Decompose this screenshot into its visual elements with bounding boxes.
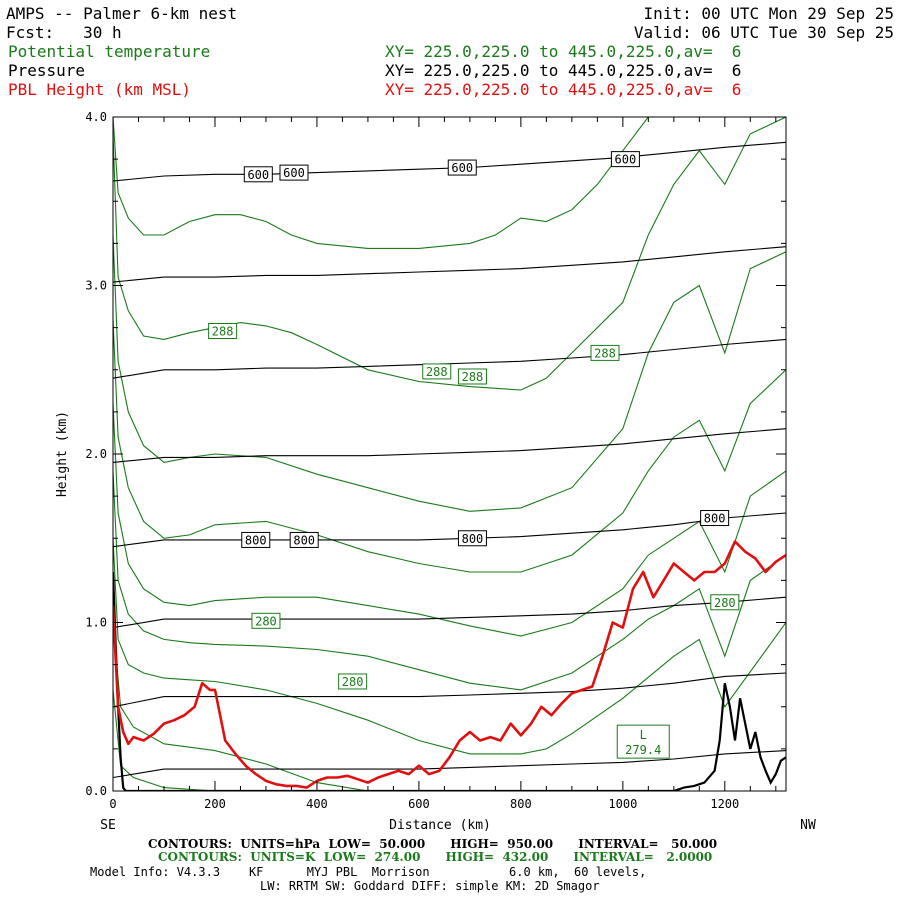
theta-contour-8	[113, 117, 674, 249]
svg-text:288: 288	[462, 370, 484, 384]
svg-text:800: 800	[245, 533, 267, 547]
x-tick-label-2: 400	[306, 797, 328, 811]
svg-text:288: 288	[594, 346, 616, 360]
pressure-contours	[113, 141, 786, 779]
svg-text:280: 280	[255, 614, 277, 628]
pressure-label-4: 800	[241, 531, 271, 548]
pressure-label-0: 600	[243, 166, 273, 183]
theta-label-3: 288	[590, 344, 620, 361]
theta-contour-6	[113, 234, 786, 512]
svg-text:600: 600	[615, 153, 637, 167]
theta-contour-7	[113, 117, 786, 391]
x-tick-label-5: 1000	[608, 797, 637, 811]
field-pressure-xy: XY= 225.0,225.0 to 445.0,225.0,av= 6	[385, 61, 742, 80]
y-axis-label: Height (km)	[55, 411, 70, 497]
pressure-label-3: 600	[610, 151, 640, 168]
theta-contour-0	[113, 689, 786, 791]
pressure-contour-800	[113, 512, 786, 548]
footer-theta-contours: CONTOURS: UNITS=K LOW= 274.00 HIGH= 432.…	[158, 850, 713, 864]
svg-text:800: 800	[293, 533, 315, 547]
svg-text:600: 600	[247, 168, 269, 182]
x-tick-label-1: 200	[204, 797, 226, 811]
theta-label-5: 280	[338, 673, 368, 690]
x-tick-label-0: 0	[109, 797, 116, 811]
theta-contours	[113, 117, 786, 791]
svg-text:600: 600	[451, 161, 473, 175]
pressure-contour-850	[113, 596, 786, 629]
x-axis-label: Distance (km)	[389, 818, 491, 833]
axes: 0 200 400 600 800 1000 1200 0.0 1.0 2.0 3.0 4.0	[85, 110, 786, 811]
footer-model-info: Model Info: V4.3.3 KF MYJ PBL Morrison 6…	[90, 865, 647, 879]
se-end-label: SE	[100, 818, 116, 833]
pressure-label-6: 800	[457, 530, 487, 547]
pressure-contour-950	[113, 750, 786, 779]
theta-label-6: 280	[710, 594, 740, 611]
field-pressure-name: Pressure	[8, 61, 86, 80]
minimum-value: 279.4	[625, 743, 661, 757]
field-pbl-name: PBL Height (km MSL)	[8, 80, 192, 99]
pbl-height	[113, 540, 786, 789]
field-theta-xy: XY= 225.0,225.0 to 445.0,225.0,av= 6	[385, 42, 742, 61]
pressure-label-2: 600	[447, 159, 477, 176]
svg-text:800: 800	[462, 532, 484, 546]
svg-text:288: 288	[212, 324, 234, 338]
pressure-contour-900	[113, 672, 786, 708]
field-theta-name: Potential temperature	[8, 42, 211, 61]
svg-text:280: 280	[714, 596, 736, 610]
pressure-label-5: 800	[289, 531, 319, 548]
pbl-height-line	[113, 540, 786, 789]
minimum-letter: L	[640, 728, 647, 742]
theta-contour-5	[113, 319, 786, 573]
theta-label-4: 280	[251, 612, 281, 629]
theta-contour-3	[113, 470, 786, 691]
chart-title: AMPS -- Palmer 6-km nest	[6, 4, 238, 23]
theta-label-0: 288	[208, 322, 238, 339]
svg-text:280: 280	[342, 675, 364, 689]
pressure-label-1: 600	[279, 164, 309, 181]
forecast-hour: Fcst: 30 h	[6, 23, 122, 42]
theta-label-2: 288	[457, 368, 487, 385]
y-tick-label-2: 2.0	[85, 447, 107, 461]
y-tick-label-0: 0.0	[85, 784, 107, 798]
footer-pressure-contours: CONTOURS: UNITS=hPa LOW= 50.000 HIGH= 95…	[148, 837, 718, 851]
field-pbl-xy: XY= 225.0,225.0 to 445.0,225.0,av= 6	[385, 80, 742, 99]
svg-text:600: 600	[283, 166, 305, 180]
svg-text:800: 800	[704, 512, 726, 526]
pressure-contour-650	[113, 246, 786, 283]
nw-end-label: NW	[800, 818, 816, 833]
theta-contour-4	[113, 403, 786, 637]
theta-contour-2	[113, 538, 786, 755]
x-tick-label-3: 600	[408, 797, 430, 811]
terrain	[113, 571, 786, 791]
y-tick-label-4: 4.0	[85, 110, 107, 124]
terrain-line	[113, 571, 786, 791]
init-time: Init: 00 UTC Mon 29 Sep 25	[643, 4, 894, 23]
pressure-contour-750	[113, 428, 786, 463]
svg-text:288: 288	[426, 365, 448, 379]
x-tick-label-4: 800	[510, 797, 532, 811]
pressure-label-7: 800	[700, 510, 730, 527]
valid-time: Valid: 06 UTC Tue 30 Sep 25	[633, 23, 894, 42]
theta-label-1: 288	[422, 363, 452, 380]
x-tick-label-6: 1200	[710, 797, 739, 811]
y-tick-label-1: 1.0	[85, 616, 107, 630]
theta-contour-1	[113, 622, 521, 791]
y-tick-label-3: 3.0	[85, 279, 107, 293]
pressure-contour-600	[113, 141, 786, 182]
footer-physics: LW: RRTM SW: Goddard DIFF: simple KM: 2D…	[260, 879, 600, 893]
contour-labels: 600 600 600 600 800 800 800 800 288 288 288 288 280 2…	[208, 151, 740, 759]
